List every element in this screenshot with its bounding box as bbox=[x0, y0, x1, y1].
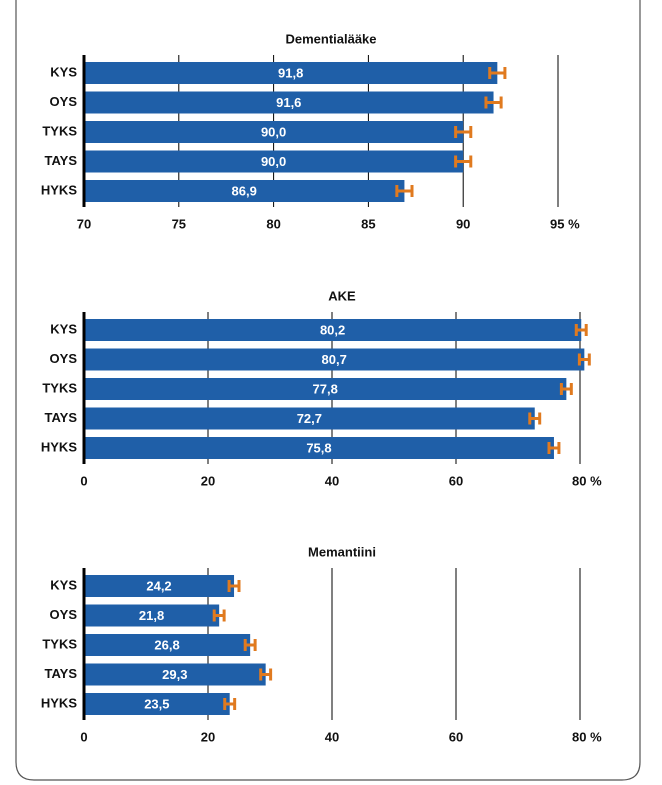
value-label: 90,0 bbox=[261, 154, 286, 169]
error-bar bbox=[223, 698, 237, 710]
x-tick-label: 40 bbox=[325, 729, 339, 744]
error-bar bbox=[577, 353, 591, 366]
error-bar bbox=[454, 155, 473, 168]
value-label: 23,5 bbox=[144, 696, 169, 711]
x-tick-label: 0 bbox=[80, 473, 87, 488]
error-bar bbox=[574, 324, 588, 336]
error-bar bbox=[395, 185, 414, 197]
value-label: 90,0 bbox=[261, 124, 286, 139]
value-label: 80,2 bbox=[320, 322, 345, 337]
error-bar bbox=[547, 442, 561, 454]
bar bbox=[84, 437, 554, 459]
category-label: OYS bbox=[50, 94, 78, 109]
chart-title: AKE bbox=[328, 288, 356, 303]
category-label: KYS bbox=[50, 321, 77, 336]
category-label: OYS bbox=[50, 351, 78, 366]
x-tick-label: 70 bbox=[77, 216, 91, 231]
value-label: 91,8 bbox=[278, 65, 303, 80]
bar bbox=[84, 121, 464, 143]
x-tick-label: 80 bbox=[266, 216, 280, 231]
bar bbox=[84, 348, 585, 371]
bar bbox=[84, 62, 498, 84]
error-bar bbox=[484, 96, 503, 109]
x-tick-label: 80 % bbox=[572, 729, 602, 744]
bar bbox=[84, 91, 494, 114]
value-label: 77,8 bbox=[313, 381, 338, 396]
x-tick-label: 20 bbox=[201, 729, 215, 744]
bar bbox=[84, 604, 220, 627]
bar bbox=[84, 634, 251, 656]
category-label: TAYS bbox=[44, 666, 77, 681]
error-bar bbox=[528, 412, 542, 425]
value-label: 72,7 bbox=[297, 411, 322, 426]
x-tick-label: 20 bbox=[201, 473, 215, 488]
bar bbox=[84, 319, 582, 341]
category-label: KYS bbox=[50, 64, 77, 79]
x-tick-label: 90 bbox=[456, 216, 470, 231]
error-bar bbox=[243, 639, 257, 651]
error-bar bbox=[259, 668, 273, 681]
x-tick-label: 60 bbox=[449, 473, 463, 488]
x-tick-label: 75 bbox=[172, 216, 186, 231]
error-bar bbox=[454, 126, 473, 138]
error-bar bbox=[559, 383, 573, 395]
bar bbox=[84, 575, 235, 597]
bar bbox=[84, 407, 535, 430]
x-tick-label: 95 % bbox=[550, 216, 580, 231]
error-bar bbox=[212, 609, 226, 622]
chart-title: Memantiini bbox=[308, 544, 376, 559]
category-label: HYKS bbox=[41, 695, 77, 710]
category-label: TYKS bbox=[42, 380, 77, 395]
frame bbox=[15, 0, 641, 781]
category-label: TAYS bbox=[44, 153, 77, 168]
value-label: 24,2 bbox=[146, 578, 171, 593]
category-label: TYKS bbox=[42, 123, 77, 138]
value-label: 75,8 bbox=[306, 440, 331, 455]
category-label: OYS bbox=[50, 607, 78, 622]
value-label: 21,8 bbox=[139, 608, 164, 623]
category-label: HYKS bbox=[41, 439, 77, 454]
value-label: 86,9 bbox=[232, 183, 257, 198]
error-bar bbox=[488, 67, 507, 79]
x-tick-label: 60 bbox=[449, 729, 463, 744]
value-label: 26,8 bbox=[154, 637, 179, 652]
category-label: HYKS bbox=[41, 182, 77, 197]
value-label: 80,7 bbox=[322, 352, 347, 367]
x-tick-label: 40 bbox=[325, 473, 339, 488]
value-label: 29,3 bbox=[162, 667, 187, 682]
error-bar bbox=[227, 580, 241, 592]
category-label: TYKS bbox=[42, 636, 77, 651]
category-label: KYS bbox=[50, 577, 77, 592]
x-tick-label: 85 bbox=[361, 216, 375, 231]
bar bbox=[84, 378, 567, 400]
bar bbox=[84, 180, 405, 202]
value-label: 91,6 bbox=[276, 95, 301, 110]
x-tick-label: 80 % bbox=[572, 473, 602, 488]
bar bbox=[84, 150, 464, 173]
x-tick-label: 0 bbox=[80, 729, 87, 744]
bar bbox=[84, 663, 266, 686]
category-label: TAYS bbox=[44, 410, 77, 425]
bar bbox=[84, 693, 230, 715]
chart-title: Dementialääke bbox=[285, 31, 376, 46]
